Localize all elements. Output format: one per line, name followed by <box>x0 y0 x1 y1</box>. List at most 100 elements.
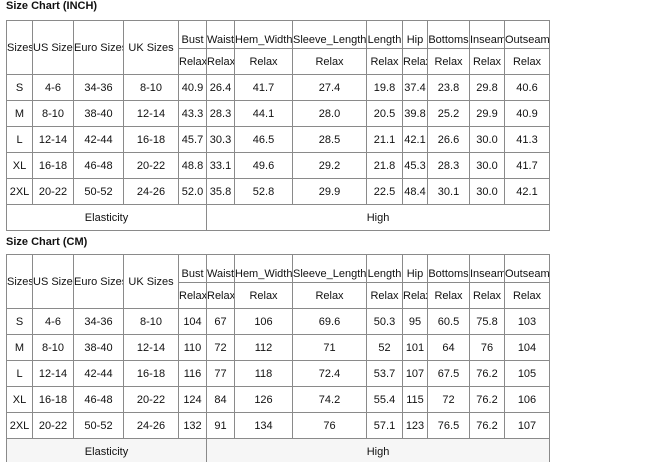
table-cell: 37.4 <box>402 74 428 101</box>
table-row: 2XL 20-22 50-52 24-26 132 91 134 76 57.1 123 76.5 7… <box>6 412 550 439</box>
table-cell: 23.8 <box>427 74 470 101</box>
table-cell: 34-36 <box>73 74 124 101</box>
table-cell: 123 <box>402 412 428 439</box>
table-cell: 107 <box>504 412 550 439</box>
column-header: Bottoms <box>427 20 470 49</box>
column-header: UK Sizes <box>123 20 179 75</box>
column-header: Bust <box>178 254 207 283</box>
table-cell: M <box>6 334 33 361</box>
column-header: UK Sizes <box>123 254 179 309</box>
table-cell: 27.4 <box>292 74 367 101</box>
table-cell: 4-6 <box>32 308 74 335</box>
table-cell: 8-10 <box>123 74 179 101</box>
elasticity-row: Elasticity High <box>6 438 550 462</box>
table-row: L 12-14 42-44 16-18 116 77 118 72.4 53.7 107 67.5 7… <box>6 360 550 387</box>
column-header: Outseam <box>504 20 550 49</box>
column-header: Sleeve_Length <box>292 20 367 49</box>
table-cell: 76 <box>469 334 505 361</box>
table-cell: L <box>6 126 33 153</box>
column-header: Sizes <box>6 254 33 309</box>
table-row: S 4-6 34-36 8-10 104 67 106 69.6 50.3 95 60.5 75.8 1… <box>6 308 550 335</box>
table-cell: 104 <box>178 308 207 335</box>
table-cell: 2XL <box>6 178 33 205</box>
table-cell: 20-22 <box>32 412 74 439</box>
table-cell: 16-18 <box>32 152 74 179</box>
table-cell: 20-22 <box>123 386 179 413</box>
table-cell: 44.1 <box>234 100 293 127</box>
column-header: Sleeve_Length <box>292 254 367 283</box>
table-cell: 49.6 <box>234 152 293 179</box>
table-cell: M <box>6 100 33 127</box>
table-cell: 16-18 <box>32 386 74 413</box>
column-header: Euro Sizes <box>73 20 124 75</box>
table-cell: 106 <box>234 308 293 335</box>
table-cell: 33.1 <box>206 152 235 179</box>
table-cell: 35.8 <box>206 178 235 205</box>
table-cell: 84 <box>206 386 235 413</box>
table-cell: S <box>6 308 33 335</box>
table-cell: 57.1 <box>366 412 403 439</box>
table-cell: 43.3 <box>178 100 207 127</box>
table-cell: 29.9 <box>292 178 367 205</box>
table-cell: 29.9 <box>469 100 505 127</box>
table-row: S 4-6 34-36 8-10 40.9 26.4 41.7 27.4 19.8 37.4 23.… <box>6 74 550 101</box>
table-cell: 42.1 <box>504 178 550 205</box>
table-cell: 22.5 <box>366 178 403 205</box>
table-cell: 69.6 <box>292 308 367 335</box>
elasticity-value: High <box>206 438 550 462</box>
table-cell: 52 <box>366 334 403 361</box>
table-cell: 12-14 <box>32 126 74 153</box>
table-cell: 4-6 <box>32 74 74 101</box>
table-cell: 2XL <box>6 412 33 439</box>
table-cell: 38-40 <box>73 100 124 127</box>
table-cell: 107 <box>402 360 428 387</box>
column-header: Bottoms <box>427 254 470 283</box>
table-cell: 40.6 <box>504 74 550 101</box>
table-cell: 30.0 <box>469 152 505 179</box>
fit-subheader: Relax <box>206 282 235 309</box>
fit-subheader: Relax <box>366 282 403 309</box>
table-cell: 16-18 <box>123 360 179 387</box>
table-cell: 76.2 <box>469 412 505 439</box>
table-cell: 77 <box>206 360 235 387</box>
table-cell: 26.4 <box>206 74 235 101</box>
table-cell: 12-14 <box>123 100 179 127</box>
column-header: Hem_Width <box>234 254 293 283</box>
table-cell: 28.3 <box>427 152 470 179</box>
table-cell: 72 <box>427 386 470 413</box>
table-cell: 134 <box>234 412 293 439</box>
column-header: Waist <box>206 20 235 49</box>
fit-subheader: Relax <box>292 282 367 309</box>
table-cell: 115 <box>402 386 428 413</box>
table-cell: L <box>6 360 33 387</box>
table-cell: 124 <box>178 386 207 413</box>
column-header: US Sizes <box>32 20 74 75</box>
fit-subheader: Relax <box>504 48 550 75</box>
column-header: Euro Sizes <box>73 254 124 309</box>
table-cell: 38-40 <box>73 334 124 361</box>
table-cell: 48.4 <box>402 178 428 205</box>
table-cell: 46-48 <box>73 152 124 179</box>
subheader-row: RelaxRelaxRelaxRelaxRelaxRelaxRelaxRelax… <box>7 282 550 309</box>
table-cell: 50-52 <box>73 178 124 205</box>
table-cell: 21.1 <box>366 126 403 153</box>
table-cell: 30.0 <box>469 126 505 153</box>
table-cell: 30.1 <box>427 178 470 205</box>
table-cell: 72 <box>206 334 235 361</box>
table-cell: 8-10 <box>32 100 74 127</box>
table-cell: 64 <box>427 334 470 361</box>
table-cell: 12-14 <box>32 360 74 387</box>
table-cell: 20-22 <box>32 178 74 205</box>
table-cell: 76.2 <box>469 386 505 413</box>
fit-subheader: Relax <box>292 48 367 75</box>
table-cell: 16-18 <box>123 126 179 153</box>
table-cell: 42-44 <box>73 126 124 153</box>
table-cell: 52.0 <box>178 178 207 205</box>
table-cell: 103 <box>504 308 550 335</box>
table-cell: 40.9 <box>504 100 550 127</box>
column-header: Length <box>366 254 403 283</box>
table-cell: 76.5 <box>427 412 470 439</box>
table-row: XL 16-18 46-48 20-22 124 84 126 74.2 55.4 115 72 76… <box>6 386 550 413</box>
fit-subheader: Relax <box>234 48 293 75</box>
